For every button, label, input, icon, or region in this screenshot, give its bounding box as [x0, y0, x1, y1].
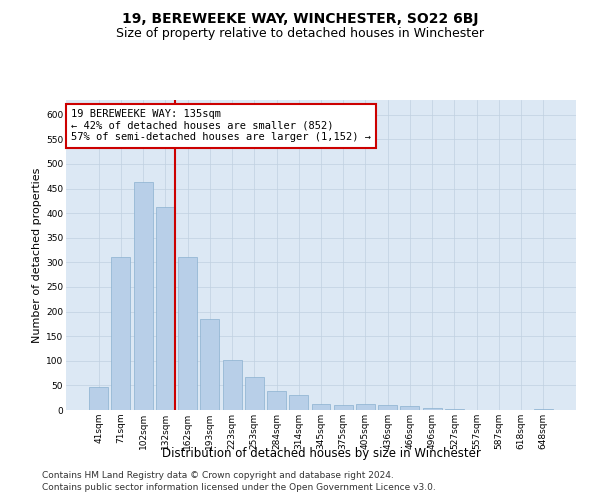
Bar [245, 377, 264, 410]
Bar [156, 207, 175, 410]
Text: 19, BEREWEEKE WAY, WINCHESTER, SO22 6BJ: 19, BEREWEEKE WAY, WINCHESTER, SO22 6BJ [122, 12, 478, 26]
Text: Size of property relative to detached houses in Winchester: Size of property relative to detached ho… [116, 28, 484, 40]
Bar [178, 257, 197, 410]
Bar [445, 408, 464, 410]
Bar [534, 408, 553, 410]
Text: Distribution of detached houses by size in Winchester: Distribution of detached houses by size … [161, 448, 481, 460]
Bar [311, 404, 331, 410]
Bar [423, 408, 442, 410]
Text: 19 BEREWEEKE WAY: 135sqm
← 42% of detached houses are smaller (852)
57% of semi-: 19 BEREWEEKE WAY: 135sqm ← 42% of detach… [71, 110, 371, 142]
Bar [267, 392, 286, 410]
Bar [334, 404, 353, 410]
Bar [356, 404, 375, 410]
Bar [378, 404, 397, 410]
Bar [289, 395, 308, 410]
Bar [112, 257, 130, 410]
Bar [200, 319, 219, 410]
Bar [89, 387, 108, 410]
Bar [134, 182, 152, 410]
Bar [223, 360, 242, 410]
Text: Contains HM Land Registry data © Crown copyright and database right 2024.: Contains HM Land Registry data © Crown c… [42, 471, 394, 480]
Y-axis label: Number of detached properties: Number of detached properties [32, 168, 42, 342]
Text: Contains public sector information licensed under the Open Government Licence v3: Contains public sector information licen… [42, 484, 436, 492]
Bar [400, 406, 419, 410]
